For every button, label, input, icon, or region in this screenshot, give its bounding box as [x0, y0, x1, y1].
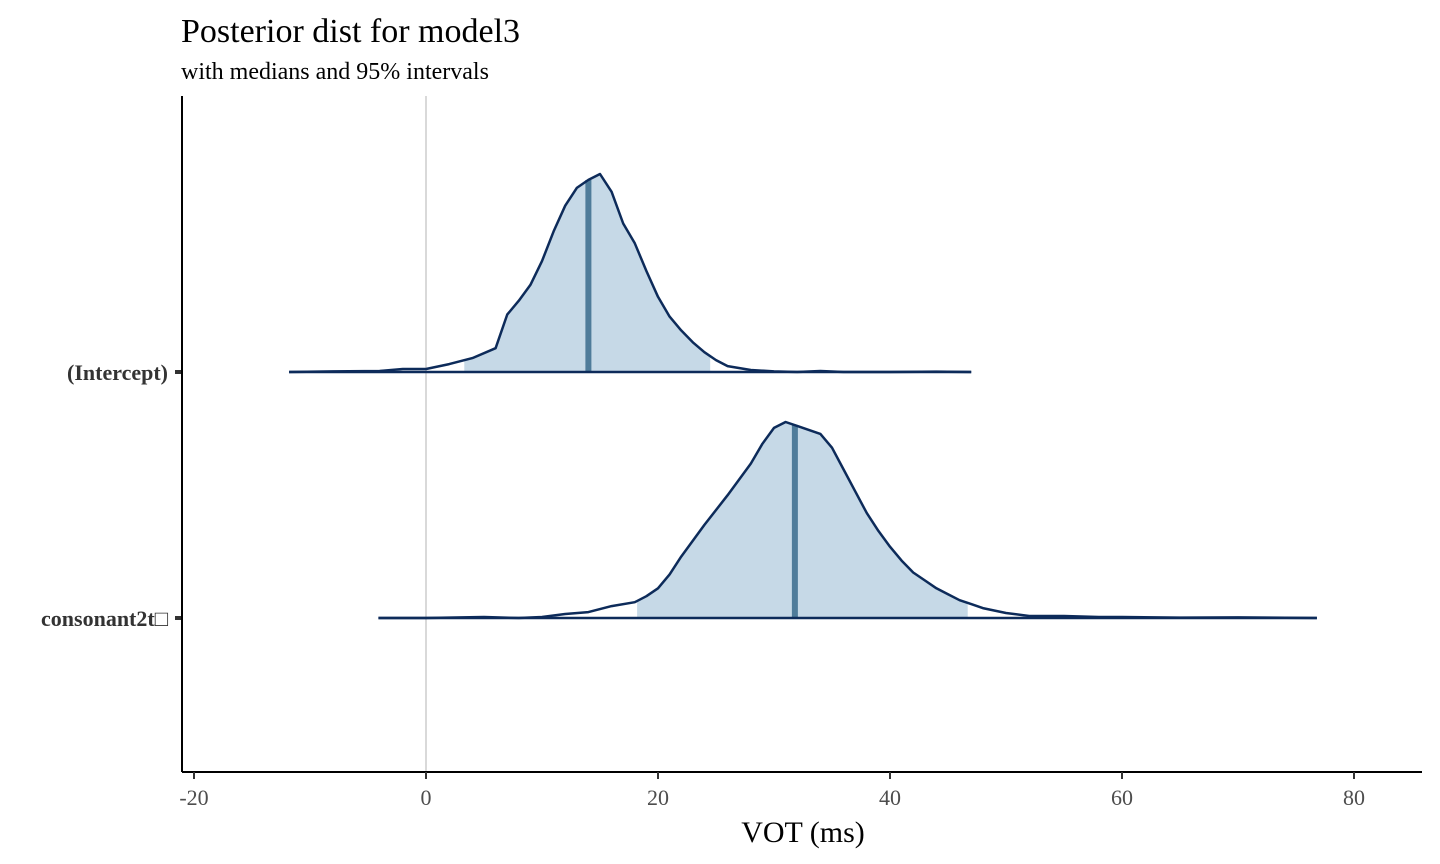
x-tick-label: 40 [879, 785, 901, 810]
x-tick-label: 0 [421, 785, 432, 810]
chart-title: Posterior dist for model3 [181, 13, 520, 50]
chart-subtitle: with medians and 95% intervals [181, 59, 489, 85]
x-tick-label: 20 [647, 785, 669, 810]
x-tick-label: 80 [1343, 785, 1365, 810]
x-axis-label: VOT (ms) [741, 816, 865, 849]
plot-area: (Intercept) consonant2t□ -20 0 20 40 60 80 [41, 96, 1422, 810]
y-tick-label: (Intercept) [67, 360, 168, 385]
y-tick-label: consonant2t□ [41, 606, 168, 631]
density-curve [378, 420, 1317, 620]
interval-95-fill [637, 422, 968, 618]
x-tick-label: -20 [179, 785, 208, 810]
x-tick-label: 60 [1111, 785, 1133, 810]
